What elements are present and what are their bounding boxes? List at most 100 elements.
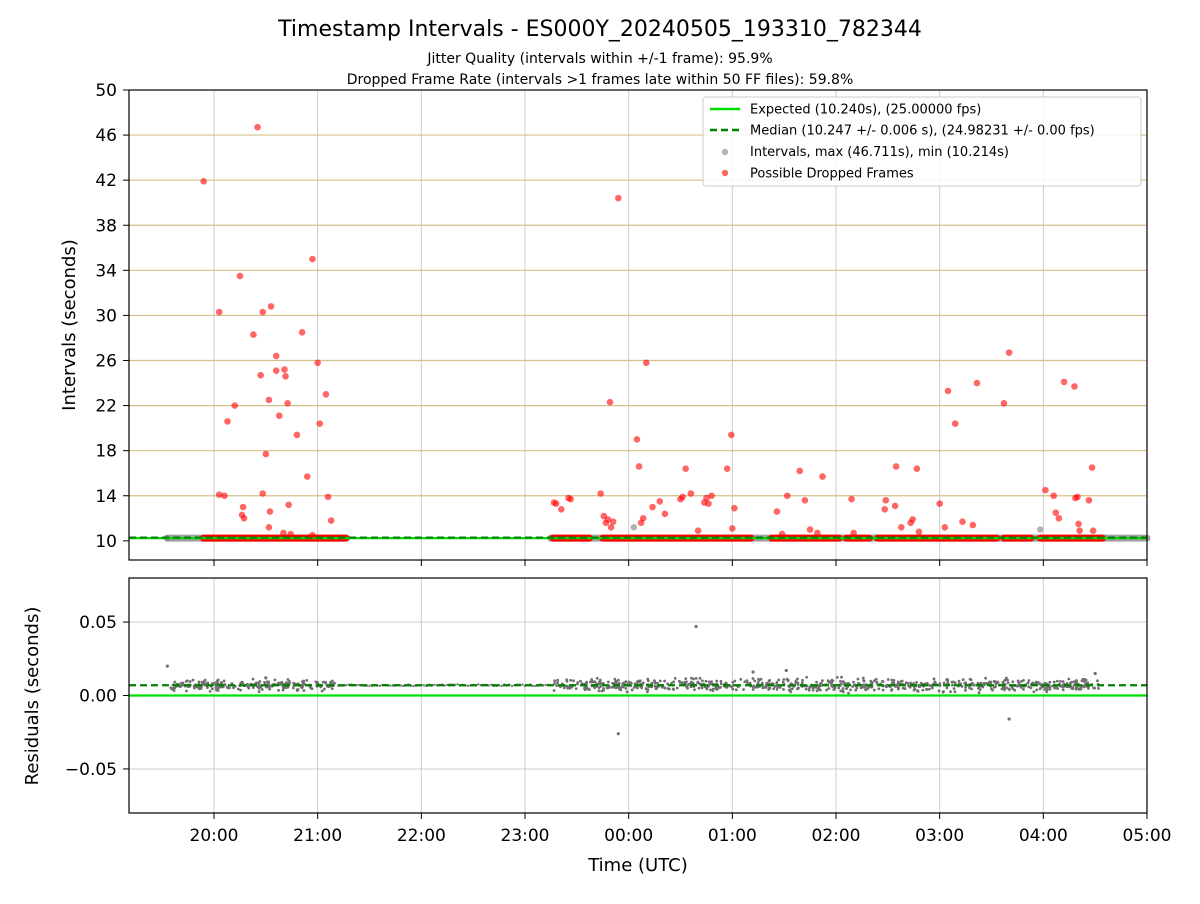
dropped-frame-point [687, 490, 695, 497]
residual-point [952, 687, 956, 690]
dropped-frame-point [262, 450, 270, 458]
residual-point [847, 691, 850, 695]
residual-point [964, 689, 967, 692]
dropped-frame-point [254, 123, 261, 131]
residual-point [675, 686, 679, 690]
residual-point [892, 678, 896, 682]
residual-point [1059, 680, 1062, 683]
residual-point [281, 688, 285, 692]
residual-point [590, 678, 593, 681]
residual-point [937, 689, 941, 693]
residual-point [991, 688, 994, 692]
residual-point [531, 684, 534, 688]
residual-point [719, 682, 723, 686]
residual-point [751, 670, 755, 674]
residual-point [1097, 686, 1100, 690]
residual-point [607, 686, 611, 690]
residual-point [977, 691, 981, 695]
intervals-y-tick-label: 22 [95, 397, 117, 417]
residual-point [927, 683, 931, 687]
residual-point [590, 680, 593, 684]
legend-intervals-label: Intervals, max (46.711s), min (10.214s) [750, 145, 1009, 160]
residual-point [759, 677, 763, 681]
dropped-frame-point [557, 505, 565, 513]
residual-point [818, 682, 822, 686]
residual-point [599, 685, 602, 688]
residual-point [751, 688, 755, 691]
dropped-frame-point [284, 400, 291, 407]
dropped-frame-point [642, 359, 650, 367]
residual-point [942, 690, 945, 693]
residual-point [1007, 717, 1011, 721]
residual-point [622, 681, 626, 685]
residual-point [989, 680, 993, 684]
residual-point [646, 690, 649, 694]
residual-point [663, 679, 666, 683]
residual-point [456, 683, 459, 686]
chart-subtitle-jitter: Jitter Quality (intervals within +/-1 fr… [426, 51, 772, 67]
residual-point [1002, 686, 1005, 690]
residual-point [734, 688, 738, 692]
residual-point [1077, 687, 1081, 691]
dropped-frame-point [969, 521, 977, 529]
residual-point [886, 678, 890, 681]
residual-point [199, 687, 203, 690]
residual-point [852, 680, 855, 684]
legend-dropped-label: Possible Dropped Frames [750, 167, 914, 182]
residual-point [1026, 681, 1030, 685]
residual-point [961, 678, 965, 682]
dropped-frame-point [1042, 486, 1049, 494]
dropped-frame-point [656, 498, 664, 505]
residual-point [1043, 688, 1047, 691]
residual-point [719, 679, 723, 683]
residual-point [1086, 681, 1090, 685]
residuals-axis: 0.05 0.00 −0.05 [65, 613, 129, 780]
dropped-frame-point [215, 491, 223, 498]
residual-point [830, 681, 834, 685]
dropped-frame-point [606, 398, 614, 406]
residual-point [906, 682, 910, 685]
dropped-frame-point [705, 500, 712, 507]
residual-point [840, 675, 843, 679]
residual-point [562, 686, 566, 690]
time-tick-label: 20:00 [190, 826, 239, 846]
dropped-frame-point [607, 524, 615, 531]
dropped-frame-point [909, 516, 917, 523]
residual-point [245, 682, 249, 686]
intervals-y-tick-label: 14 [95, 487, 117, 507]
residual-point [1006, 681, 1010, 685]
residual-point [863, 686, 867, 689]
residual-point [401, 684, 405, 688]
residual-point [222, 679, 226, 683]
residual-point [565, 678, 569, 682]
residual-point [314, 680, 318, 684]
residual-point [1048, 680, 1052, 684]
dropped-frame-point [1052, 509, 1060, 516]
residual-point [295, 688, 299, 692]
residual-point [556, 681, 559, 685]
residual-point [950, 680, 954, 684]
dropped-frame-point [819, 473, 826, 480]
dropped-frame-point [1055, 514, 1063, 522]
residual-point [399, 684, 402, 687]
residual-point [324, 681, 327, 684]
residual-point [1067, 677, 1071, 681]
residual-point [968, 686, 971, 690]
residual-point [1034, 680, 1038, 684]
residual-point [796, 687, 800, 690]
dropped-frame-point [322, 391, 330, 398]
residual-point [951, 683, 954, 687]
dropped-frame-point [891, 502, 899, 510]
residual-point [892, 681, 895, 684]
dropped-frame-point [276, 412, 283, 420]
residual-point [816, 687, 820, 691]
residual-point [782, 687, 785, 691]
residual-point [1016, 684, 1020, 688]
residual-point [446, 683, 449, 687]
intervals-marks [129, 123, 1151, 542]
residual-point [320, 689, 324, 693]
residual-point [841, 690, 845, 694]
residual-point [787, 688, 791, 692]
residual-point [652, 679, 656, 683]
